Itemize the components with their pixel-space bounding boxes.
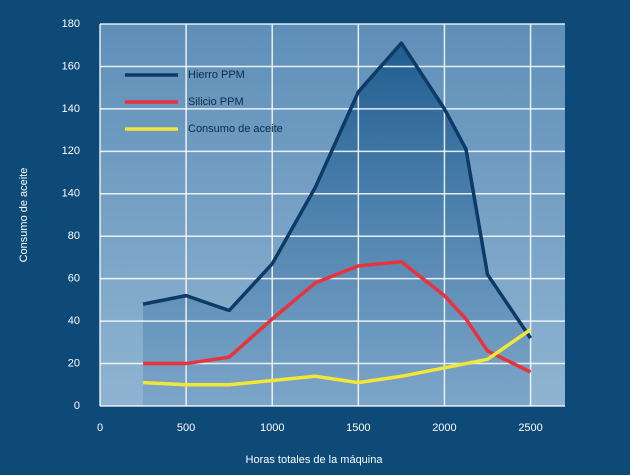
y-tick-label: 0 — [74, 400, 80, 412]
x-tick-label: 2500 — [518, 422, 542, 434]
legend-label: Silicio PPM — [188, 96, 244, 108]
legend-label: Consumo de aceite — [188, 123, 283, 135]
x-tick-label: 500 — [177, 422, 195, 434]
y-tick-label: 140 — [62, 103, 80, 115]
legend-label: Hierro PPM — [188, 69, 245, 81]
y-tick-label: 80 — [68, 230, 80, 242]
y-tick-label: 40 — [68, 315, 80, 327]
x-tick-label: 0 — [97, 422, 103, 434]
line — [142, 41, 533, 340]
x-tick-label: 1000 — [260, 422, 284, 434]
x-tick-label: 1500 — [346, 422, 370, 434]
line — [143, 259, 532, 374]
line — [142, 328, 532, 387]
x-axis-label: Horas totales de la máquina — [246, 454, 384, 466]
y-tick-label: 120 — [62, 145, 80, 157]
y-tick-label: 60 — [68, 273, 80, 285]
y-tick-label: 180 — [62, 18, 80, 30]
y-tick-label: 160 — [62, 60, 80, 72]
y-tick-label: 20 — [68, 357, 80, 369]
y-tick-label: 140 — [62, 188, 80, 200]
x-tick-label: 2000 — [432, 422, 456, 434]
y-axis-label: Consumo de aceite — [18, 168, 30, 263]
area — [143, 43, 531, 406]
